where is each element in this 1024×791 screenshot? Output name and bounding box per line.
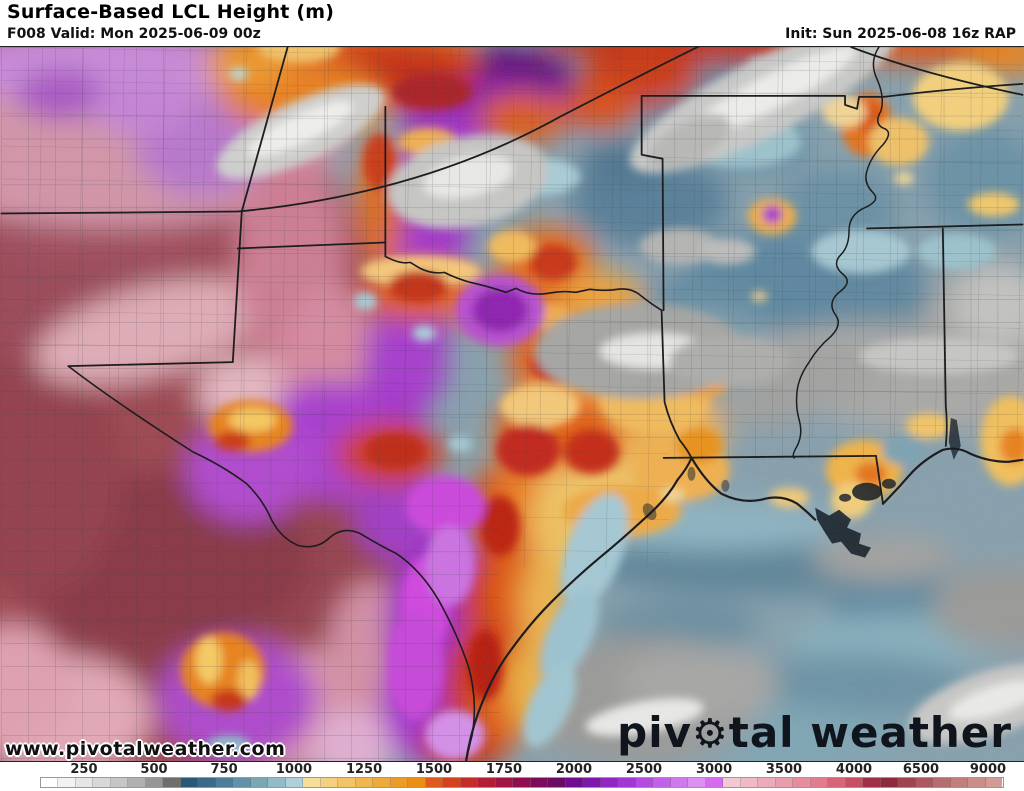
- logo-text-pre: piv: [617, 708, 692, 757]
- colorbar-tick-label: 3500: [765, 762, 803, 777]
- colorbar-tick-label: 250: [70, 762, 98, 777]
- colorbar-cell: [338, 778, 356, 787]
- colorbar-cell: [583, 778, 601, 787]
- colorbar-cell: [145, 778, 164, 787]
- colorbar-cell: [233, 778, 251, 787]
- colorbar-cell: [460, 778, 479, 787]
- page-title: Surface-Based LCL Height (m): [7, 1, 335, 23]
- colorbar-cell: [740, 778, 759, 787]
- colorbar-cell: [478, 778, 496, 787]
- colorbar-cell: [285, 778, 304, 787]
- pivotal-weather-logo: piv⚙tal weather: [617, 708, 1012, 757]
- logo-text-post: tal weather: [728, 708, 1012, 757]
- colorbar-tick-label: 4000: [835, 762, 873, 777]
- colorbar-tick-label: 9000: [969, 762, 1007, 777]
- colorbar-cell: [355, 778, 374, 787]
- colorbar-cell: [880, 778, 899, 787]
- colorbar-cell: [618, 778, 636, 787]
- colorbar-tick-label: 750: [210, 762, 238, 777]
- colorbar-cell: [513, 778, 531, 787]
- colorbar-cell: [775, 778, 794, 787]
- colorbar-cell: [950, 778, 969, 787]
- colorbar-cell: [635, 778, 654, 787]
- model-init-label: Init: Sun 2025-06-08 16z RAP: [785, 26, 1016, 42]
- colorbar-cell: [758, 778, 776, 787]
- colorbar-cell: [425, 778, 444, 787]
- colorbar-cell: [985, 778, 1003, 787]
- colorbar-cell: [863, 778, 881, 787]
- colorbar-cell: [373, 778, 391, 787]
- colorbar-cell: [180, 778, 199, 787]
- lcl-height-field: [0, 47, 1024, 761]
- colorbar-cell: [443, 778, 461, 787]
- colorbar-tick-label: 1000: [275, 762, 313, 777]
- colorbar-tick-label: 1250: [345, 762, 383, 777]
- colorbar-cell: [845, 778, 864, 787]
- forecast-valid-label: F008 Valid: Mon 2025-06-09 00z: [7, 26, 261, 42]
- colorbar-tick-label: 1750: [485, 762, 523, 777]
- colorbar-cell: [688, 778, 706, 787]
- colorbar-cell: [548, 778, 566, 787]
- colorbar-tick-label: 2500: [625, 762, 663, 777]
- colorbar-tick-labels: 250 500 750 1000 1250 1500 1750 2000 2500 3000 350…: [0, 762, 1024, 777]
- colorbar-cell: [828, 778, 846, 787]
- stipple-texture: [1, 47, 1023, 761]
- colorbar-tick-label: 6500: [902, 762, 940, 777]
- colorbar-cell: [93, 778, 111, 787]
- colorbar-scale: [39, 777, 1004, 788]
- colorbar-cell: [128, 778, 146, 787]
- colorbar-cell: [810, 778, 829, 787]
- colorbar-cell: [898, 778, 916, 787]
- gear-icon: ⚙: [691, 711, 729, 757]
- colorbar-cell: [933, 778, 951, 787]
- colorbar-cell: [793, 778, 811, 787]
- colorbar-cell: [215, 778, 234, 787]
- colorbar-cell: [320, 778, 339, 787]
- colorbar-cell: [268, 778, 286, 787]
- header: Surface-Based LCL Height (m) F008 Valid:…: [0, 0, 1024, 46]
- colorbar-cell: [390, 778, 409, 787]
- colorbar-cell: [495, 778, 514, 787]
- colorbar-cell: [408, 778, 426, 787]
- colorbar-cell: [40, 778, 59, 787]
- colorbar-cell: [250, 778, 269, 787]
- colorbar-tick-label: 3000: [695, 762, 733, 777]
- colorbar-cell: [58, 778, 76, 787]
- colorbar-cell: [530, 778, 549, 787]
- weather-map: www.pivotalweather.com piv⚙tal weather: [0, 46, 1024, 762]
- colorbar-cell: [110, 778, 129, 787]
- colorbar-cell: [653, 778, 671, 787]
- colorbar-cell: [968, 778, 986, 787]
- colorbar-cell: [75, 778, 94, 787]
- colorbar-tick-label: 2000: [555, 762, 593, 777]
- colorbar-cell: [600, 778, 619, 787]
- colorbar-cell: [163, 778, 181, 787]
- colorbar-cell: [303, 778, 321, 787]
- colorbar-cell: [723, 778, 741, 787]
- colorbar-cell: [565, 778, 584, 787]
- watermark: www.pivotalweather.com: [5, 738, 286, 760]
- colorbar-cell: [705, 778, 724, 787]
- colorbar-cell: [915, 778, 934, 787]
- colorbar-tick-label: 500: [140, 762, 168, 777]
- colorbar: 250 500 750 1000 1250 1500 1750 2000 2500 3000 350…: [0, 762, 1024, 791]
- colorbar-cell: [670, 778, 689, 787]
- colorbar-tick-label: 1500: [415, 762, 453, 777]
- colorbar-cell: [198, 778, 216, 787]
